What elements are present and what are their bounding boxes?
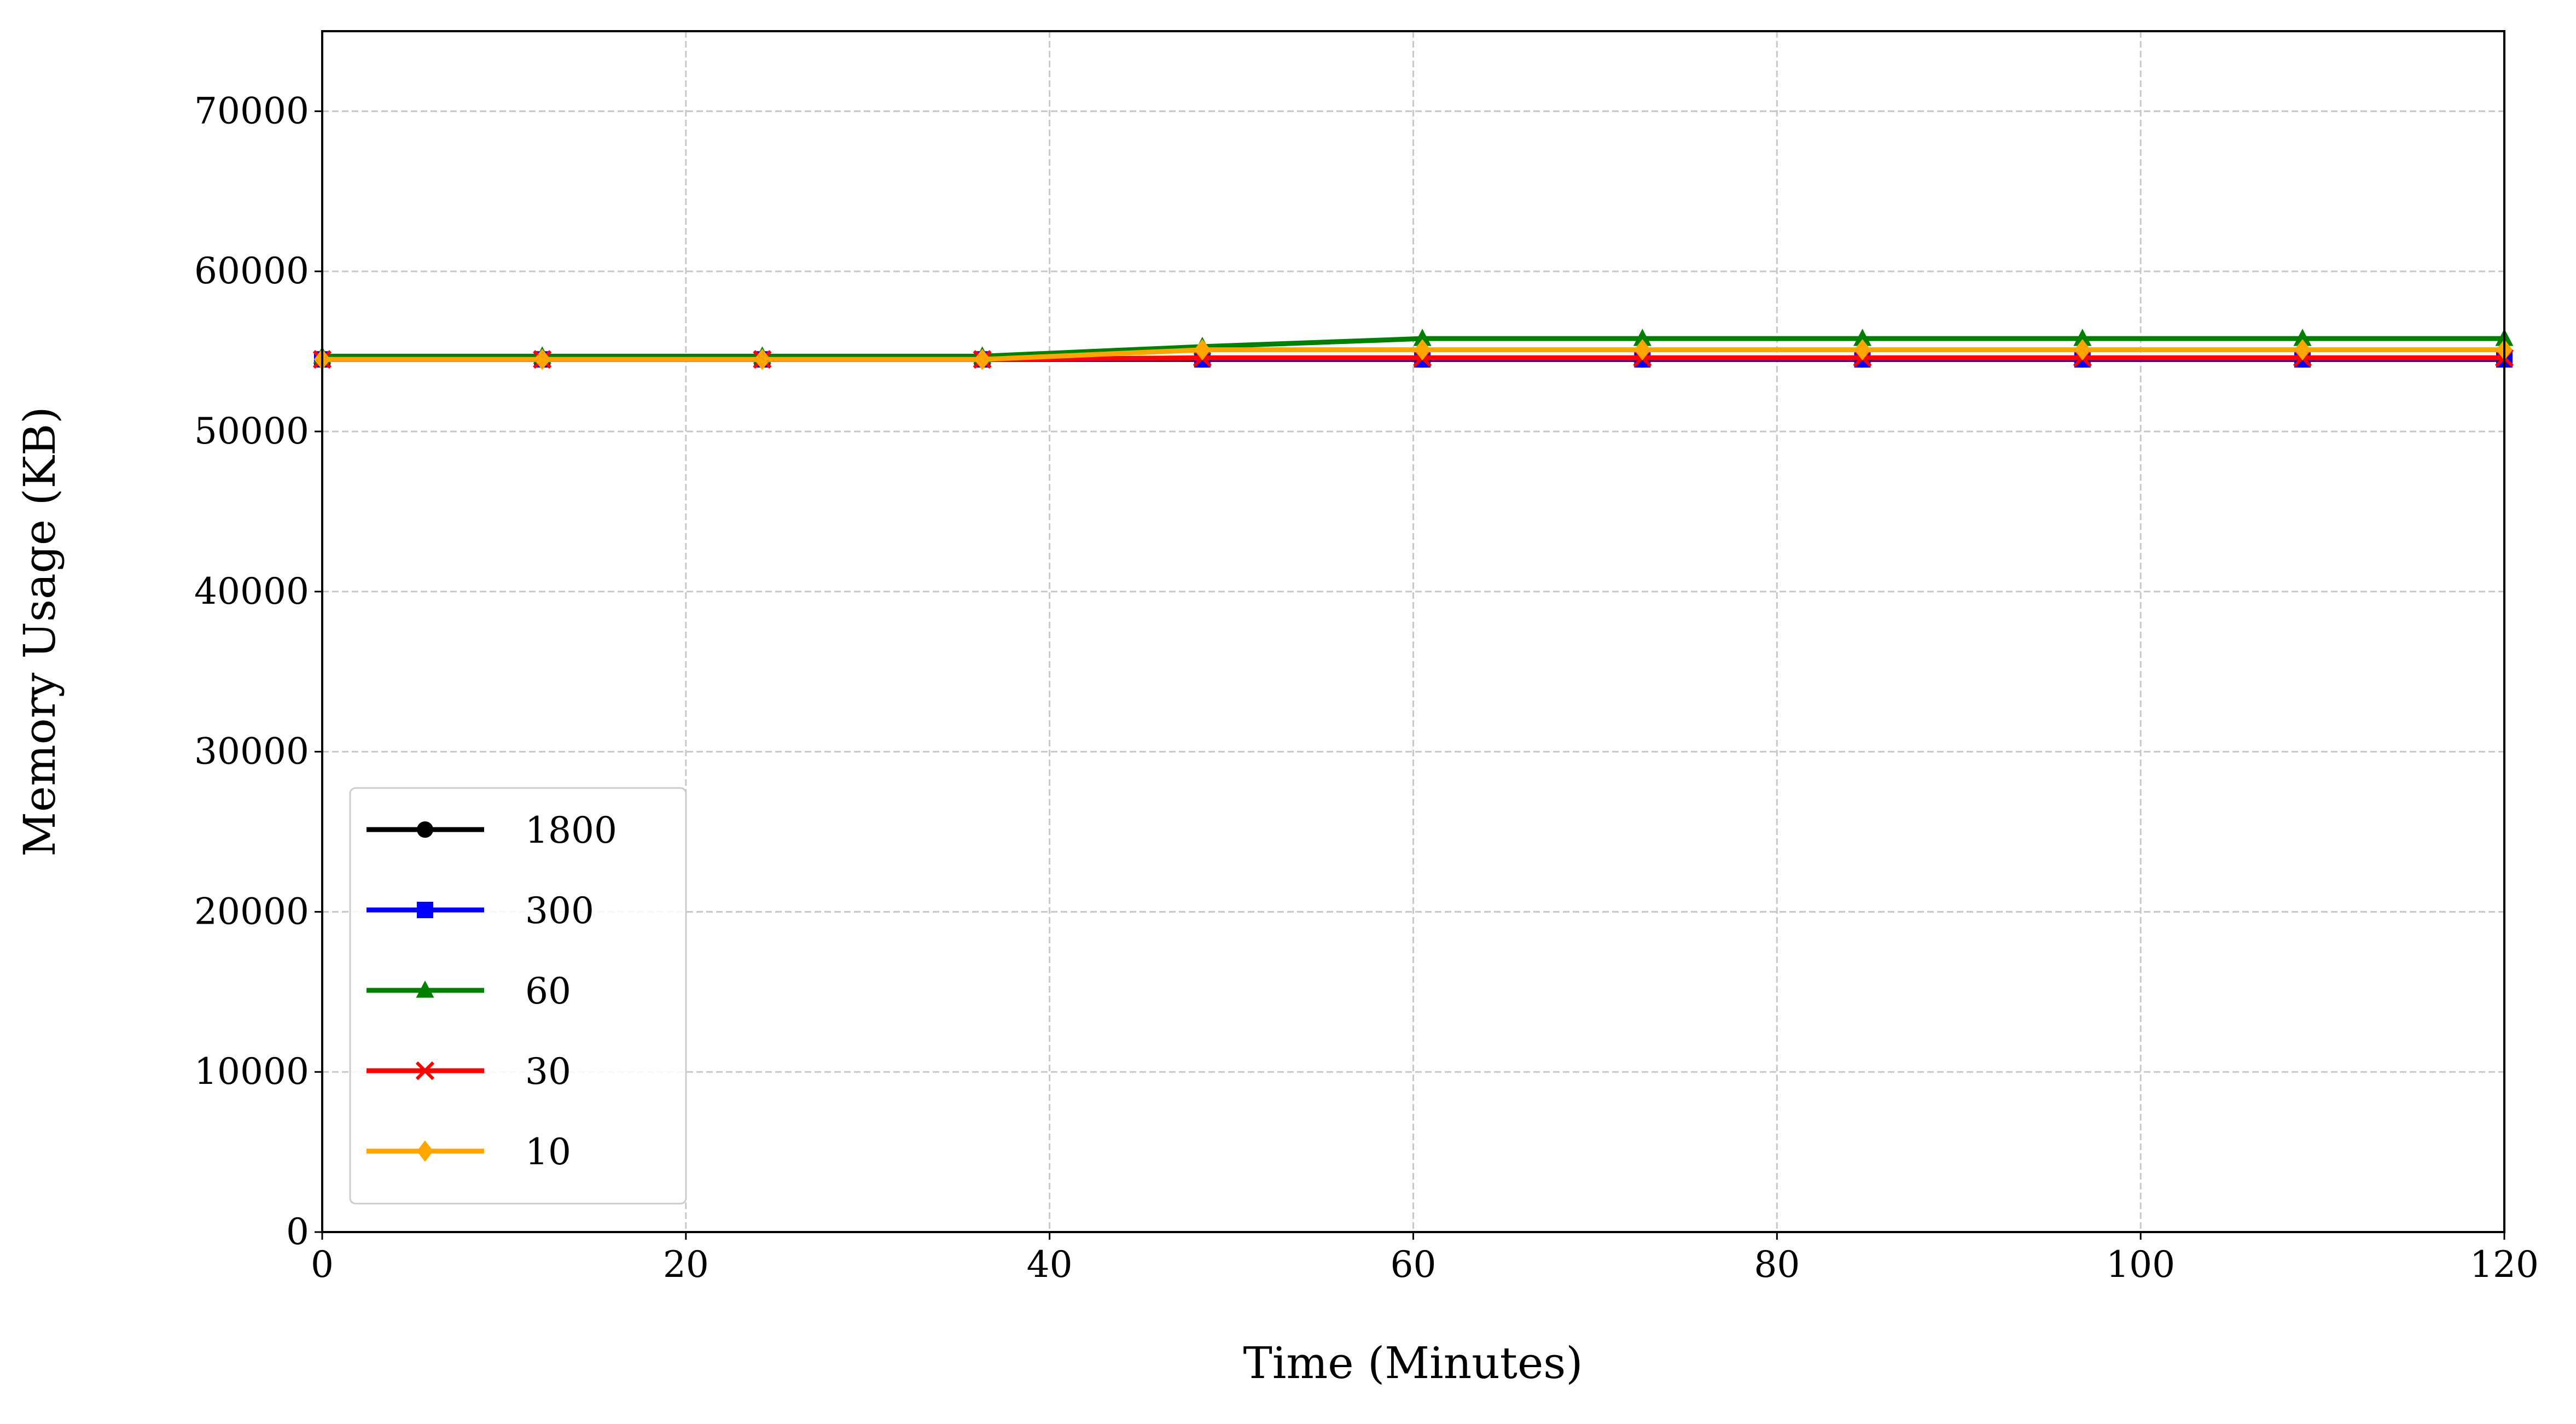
- x-tick-label: 60: [1391, 1244, 1437, 1286]
- marker: [2073, 329, 2092, 346]
- marker: [2293, 329, 2312, 346]
- marker: [2294, 339, 2311, 361]
- y-tick-label: 60000: [194, 250, 309, 292]
- legend-label: 30: [525, 1051, 571, 1093]
- y-tick-label: 50000: [194, 410, 309, 452]
- legend: 1800 300 60 30 10: [349, 787, 687, 1205]
- y-tick-label: 10000: [194, 1051, 309, 1093]
- x-tick-label: 80: [1754, 1244, 1800, 1286]
- x-tick-label: 40: [1027, 1244, 1073, 1286]
- legend-symbol: [417, 821, 433, 838]
- marker: [534, 348, 551, 370]
- legend-marker: [417, 821, 433, 838]
- marker: [1414, 339, 1431, 361]
- legend-box: [349, 787, 687, 1205]
- y-tick-label: 30000: [194, 731, 309, 773]
- marker: [1194, 339, 1211, 361]
- marker: [1853, 329, 1872, 346]
- x-tick-label: 0: [311, 1244, 334, 1286]
- y-tick-label: 0: [286, 1211, 309, 1253]
- legend-marker: [417, 1140, 433, 1162]
- legend-marker: [416, 981, 434, 998]
- legend-symbol: [417, 1140, 433, 1162]
- marker: [1413, 329, 1432, 346]
- y-axis-label: Memory Usage (KB): [14, 406, 65, 856]
- legend-symbol: [415, 1061, 435, 1081]
- legend-symbol: [417, 902, 433, 918]
- y-tick-label: 40000: [194, 570, 309, 612]
- marker: [1633, 329, 1652, 346]
- marker: [2074, 339, 2091, 361]
- legend-label: 300: [525, 890, 594, 932]
- marker: [1854, 339, 1871, 361]
- x-tick-label: 20: [663, 1244, 709, 1286]
- x-tick-label: 120: [2470, 1244, 2539, 1286]
- legend-marker: [415, 1061, 435, 1081]
- legend-label: 60: [525, 970, 571, 1012]
- y-tick-label: 20000: [194, 890, 309, 932]
- x-tick-label: 100: [2106, 1244, 2175, 1286]
- marker: [974, 348, 991, 370]
- marker: [754, 348, 771, 370]
- x-axis-label: Time (Minutes): [1243, 1338, 1583, 1388]
- marker: [1634, 339, 1651, 361]
- legend-label: 10: [525, 1131, 571, 1173]
- plot-frame: [321, 30, 2505, 1233]
- legend-label: 1800: [525, 809, 617, 851]
- legend-symbol: [416, 981, 434, 998]
- legend-marker: [417, 902, 433, 918]
- y-tick-label: 70000: [194, 90, 309, 132]
